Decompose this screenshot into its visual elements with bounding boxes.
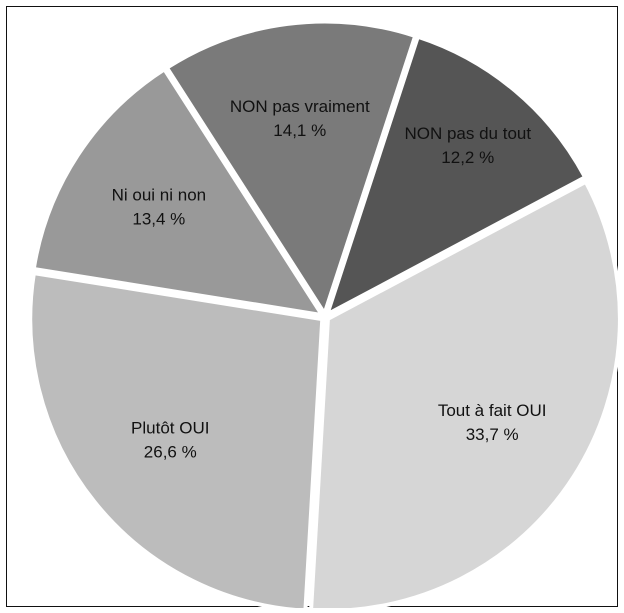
slice-value-4: 12,2 % <box>441 148 494 167</box>
pie-slice-2 <box>31 67 325 318</box>
slice-value-0: 33,7 % <box>466 425 519 444</box>
chart-frame: Tout à fait OUI 33,7 % Plutôt OUI 26,6 % Ni … <box>6 6 619 608</box>
pie-slices <box>28 19 619 608</box>
slice-label-2: Ni oui ni non <box>112 185 207 204</box>
slice-value-3: 14,1 % <box>273 121 326 140</box>
pie-chart: Tout à fait OUI 33,7 % Plutôt OUI 26,6 % Ni … <box>28 19 619 608</box>
slice-value-2: 13,4 % <box>132 209 185 228</box>
slice-label-1: Plutôt OUI <box>131 418 209 437</box>
slice-value-1: 26,6 % <box>144 442 197 461</box>
pie-slice-3 <box>164 19 418 316</box>
slice-label-0: Tout à fait OUI <box>438 401 547 420</box>
pie-slice-1 <box>28 271 325 608</box>
pie-slice-4 <box>325 34 588 317</box>
pie-labels: Tout à fait OUI 33,7 % Plutôt OUI 26,6 % Ni … <box>112 97 547 461</box>
slice-label-4: NON pas du tout <box>404 124 531 143</box>
slice-label-3: NON pas vraiment <box>230 97 370 116</box>
pie-slice-0 <box>309 179 619 608</box>
